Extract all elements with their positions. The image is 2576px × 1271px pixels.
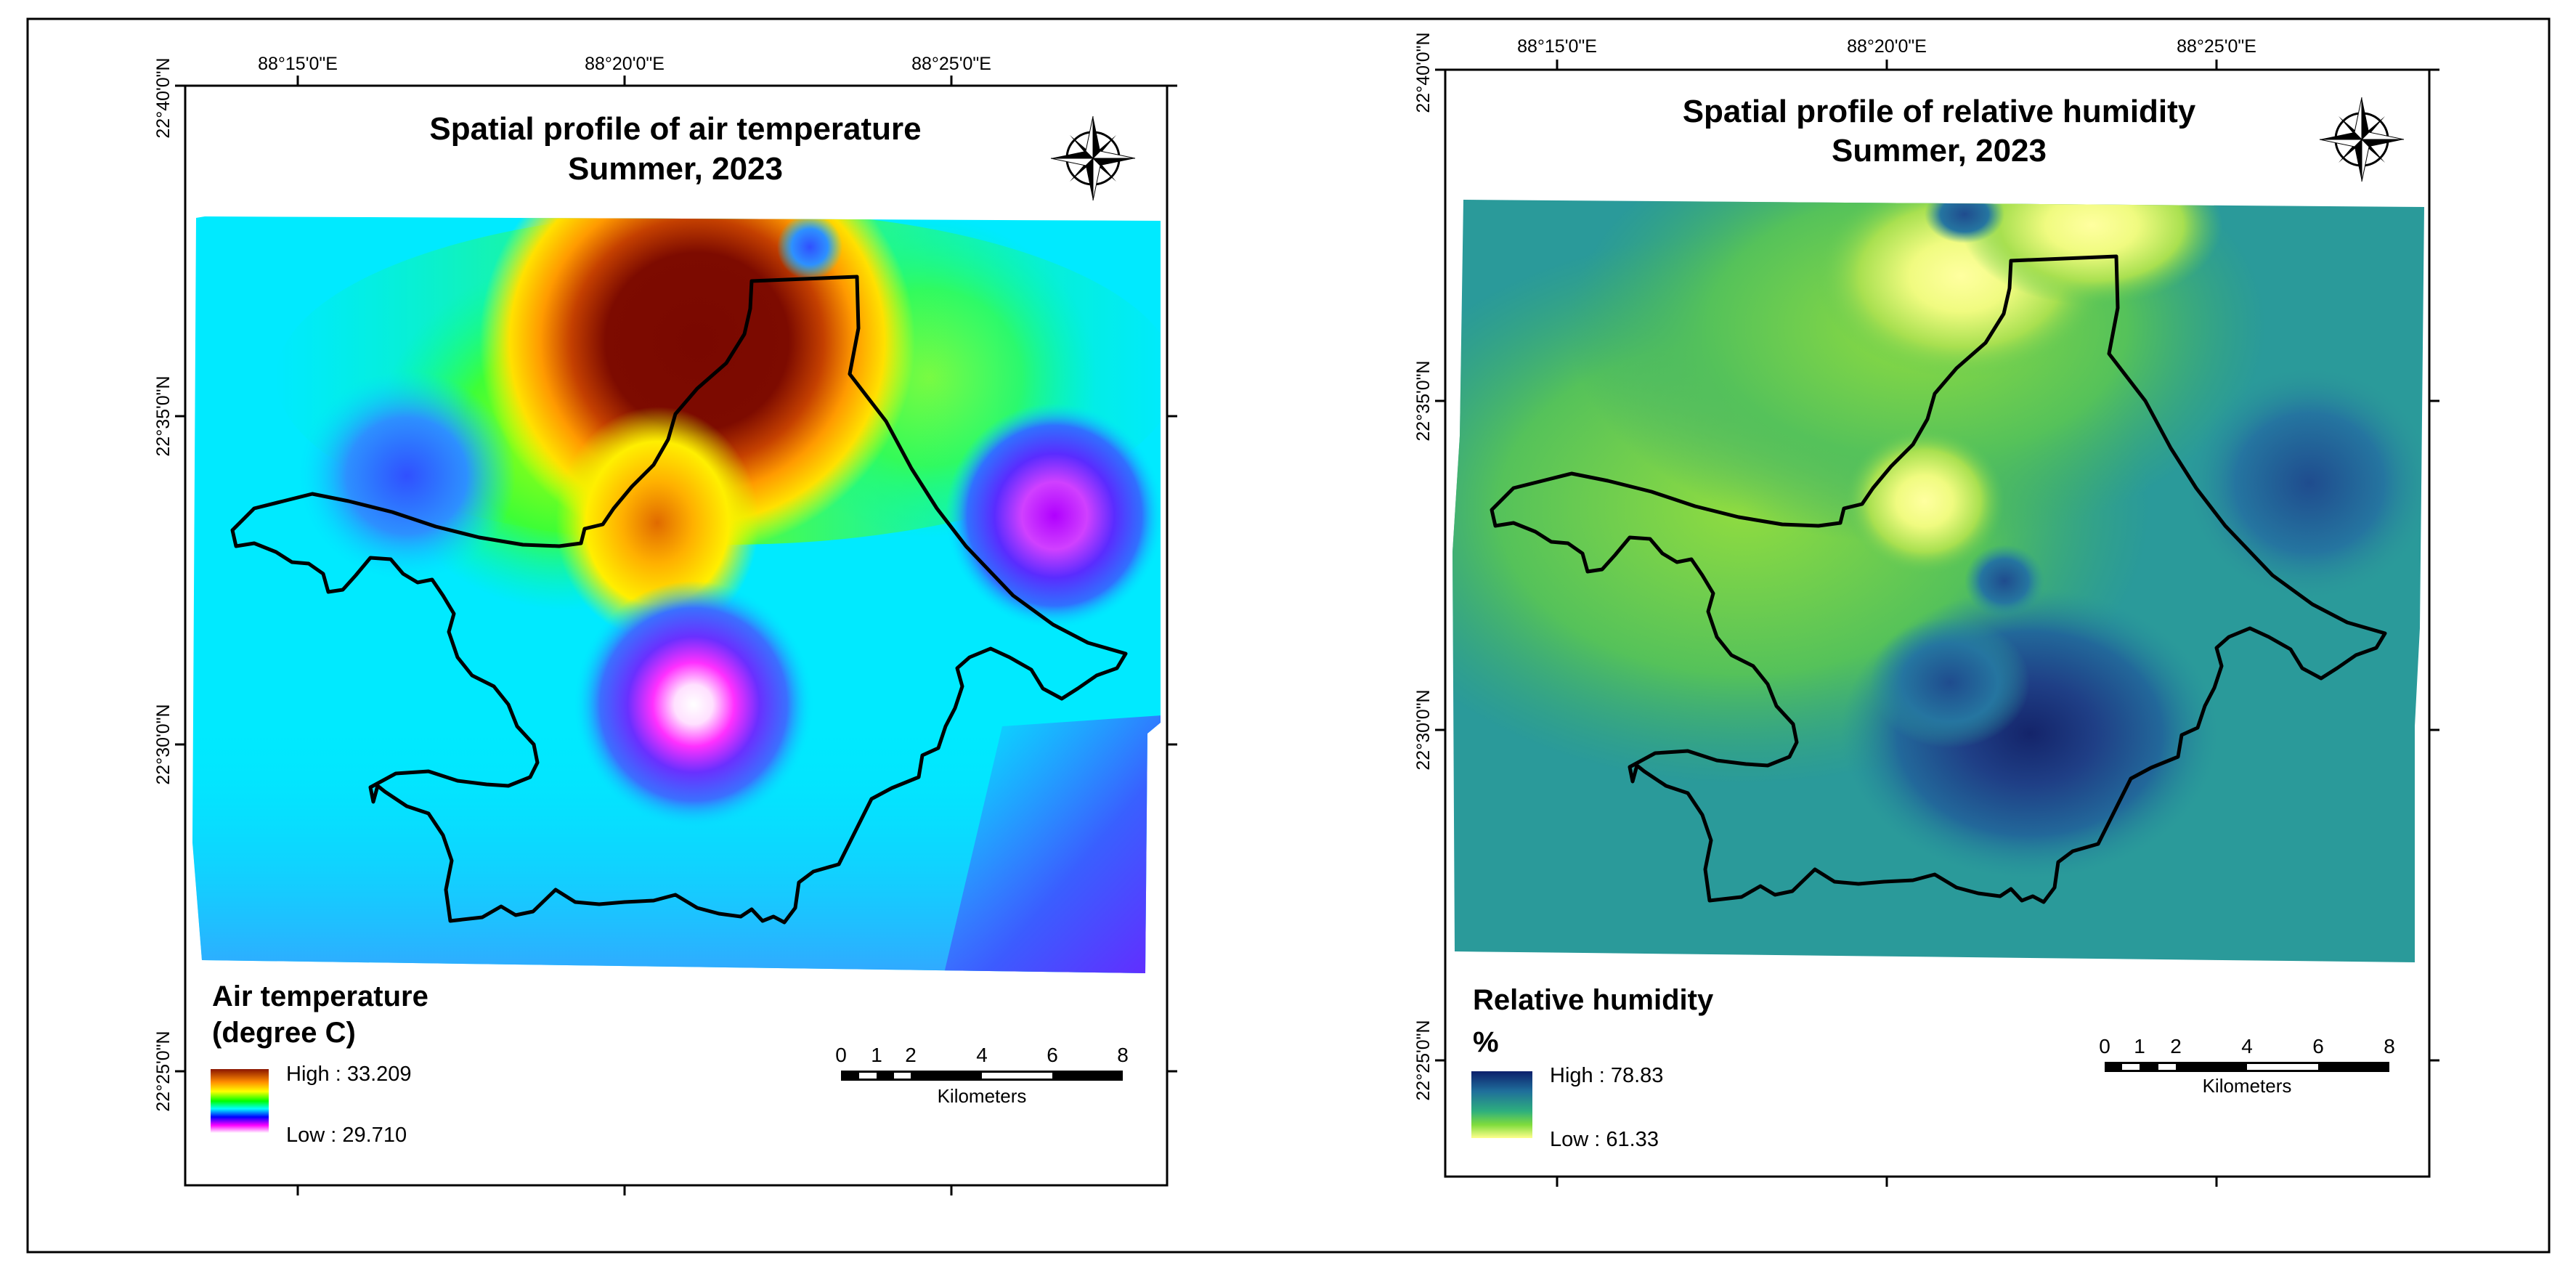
lat-label: 22°40'0"N (1413, 32, 1434, 113)
legend-high-label: High : 33.209 (286, 1063, 412, 1086)
scale-tick-label: 6 (2312, 1035, 2324, 1057)
lon-label: 88°25'0"E (911, 54, 991, 74)
figure-frame (26, 17, 2551, 1254)
scale-tick-label: 2 (2170, 1035, 2182, 1057)
temperature-surface (192, 216, 1161, 973)
scale-tick-label: 0 (835, 1044, 847, 1066)
lat-label: 22°40'0"N (153, 57, 174, 138)
graticule-ticks (175, 76, 1177, 1195)
lat-label: 22°35'0"N (1413, 360, 1434, 441)
lon-label: 88°15'0"E (1517, 36, 1597, 57)
legend-high-label: High : 78.83 (1550, 1064, 1663, 1087)
legend: Relative humidity % High : 78.83 Low : 6… (1471, 984, 1714, 1151)
scale-unit: Kilometers (938, 1085, 1027, 1107)
map-relative-humidity: 88°15'0"E 88°20'0"E 88°25'0"E 22°40'0"N … (1413, 32, 2439, 1187)
legend-low-label: Low : 29.710 (286, 1124, 407, 1147)
lat-label: 22°30'0"N (1413, 689, 1434, 770)
map-title: Spatial profile of relative humidity (1683, 94, 2196, 129)
scale-tick-label: 1 (2134, 1035, 2145, 1057)
legend-color-ramp (211, 1069, 269, 1133)
graticule-ticks (1435, 60, 2439, 1187)
lat-label: 22°25'0"N (153, 1031, 174, 1111)
lat-label: 22°25'0"N (1413, 1020, 1434, 1100)
north-arrow-compass-icon (2319, 97, 2405, 182)
scale-tick-label: 0 (2099, 1035, 2110, 1057)
scale-tick-label: 1 (871, 1044, 882, 1066)
lon-label: 88°25'0"E (2177, 36, 2256, 57)
scale-bar: 0 1 2 4 6 8 Kilometers (835, 1044, 1129, 1107)
legend-title: Relative humidity (1473, 984, 1714, 1016)
lon-label: 88°20'0"E (1847, 36, 1927, 57)
humidity-surface (1452, 200, 2424, 962)
scale-unit: Kilometers (2203, 1075, 2292, 1097)
scale-tick-label: 6 (1047, 1044, 1058, 1066)
scale-bar: 0 1 2 4 6 8 Kilometers (2099, 1035, 2395, 1097)
lat-label: 22°30'0"N (153, 704, 174, 784)
lon-label: 88°20'0"E (585, 54, 665, 74)
scale-tick-label: 8 (2384, 1035, 2395, 1057)
legend-low-label: Low : 61.33 (1550, 1128, 1659, 1151)
north-arrow-compass-icon (1050, 115, 1136, 201)
legend-unit: (degree C) (212, 1017, 356, 1049)
map-air-temperature: 88°15'0"E 88°20'0"E 88°25'0"E 22°40'0"N … (153, 54, 1177, 1195)
scale-tick-label: 4 (2241, 1035, 2253, 1057)
legend: Air temperature (degree C) High : 33.209… (211, 980, 428, 1147)
scale-tick-label: 8 (1117, 1044, 1129, 1066)
map-subtitle: Summer, 2023 (1832, 133, 2047, 168)
scale-tick-label: 4 (976, 1044, 988, 1066)
legend-title: Air temperature (212, 980, 428, 1012)
map-title: Spatial profile of air temperature (429, 111, 921, 147)
legend-unit: % (1473, 1026, 1499, 1058)
map-subtitle: Summer, 2023 (568, 151, 783, 187)
legend-color-ramp (1471, 1071, 1532, 1138)
lat-label: 22°35'0"N (153, 375, 174, 456)
scale-tick-label: 2 (905, 1044, 917, 1066)
lon-label: 88°15'0"E (258, 54, 338, 74)
